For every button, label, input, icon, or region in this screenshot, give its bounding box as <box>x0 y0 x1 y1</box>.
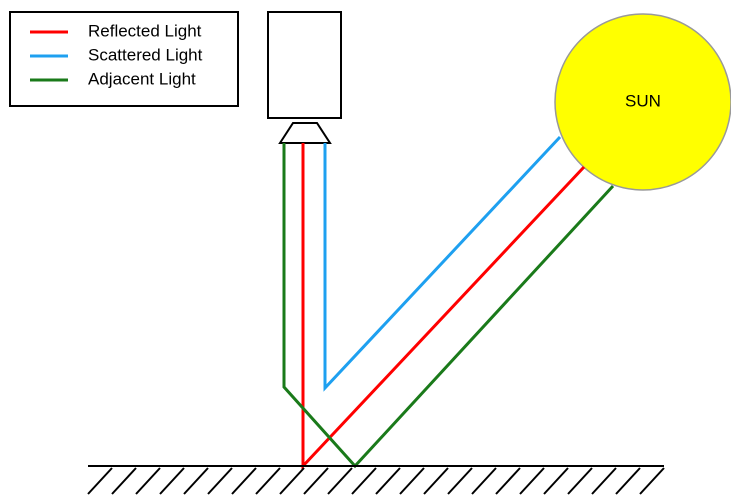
hatch-line <box>136 468 160 494</box>
hatch-line <box>88 468 112 494</box>
hatch-line <box>472 468 496 494</box>
hatch-line <box>424 468 448 494</box>
hatch-line <box>592 468 616 494</box>
hatch-line <box>328 468 352 494</box>
hatch-line <box>160 468 184 494</box>
hatch-line <box>304 468 328 494</box>
hatch-line <box>256 468 280 494</box>
hatch-line <box>616 468 640 494</box>
hatch-line <box>520 468 544 494</box>
sun-label: SUN <box>625 91 661 110</box>
camera-lens <box>280 123 330 143</box>
hatch-line <box>496 468 520 494</box>
adjacent-light-path <box>284 143 613 466</box>
hatch-line <box>640 468 664 494</box>
scattered-light-path <box>325 137 560 388</box>
hatch-line <box>208 468 232 494</box>
hatch-line <box>232 468 256 494</box>
hatch-line <box>184 468 208 494</box>
camera-body <box>268 12 341 118</box>
reflected-light-path <box>303 143 584 466</box>
hatch-line <box>352 468 376 494</box>
hatch-line <box>280 468 304 494</box>
legend-label: Adjacent Light <box>88 69 196 88</box>
hatch-line <box>448 468 472 494</box>
hatch-line <box>112 468 136 494</box>
hatch-line <box>376 468 400 494</box>
hatch-line <box>544 468 568 494</box>
hatch-line <box>568 468 592 494</box>
legend-label: Scattered Light <box>88 45 203 64</box>
hatch-line <box>400 468 424 494</box>
legend-label: Reflected Light <box>88 21 202 40</box>
diagram: SUN Reflected Light Scattered Light Adjace… <box>0 0 731 501</box>
ground-hatching <box>88 468 664 494</box>
